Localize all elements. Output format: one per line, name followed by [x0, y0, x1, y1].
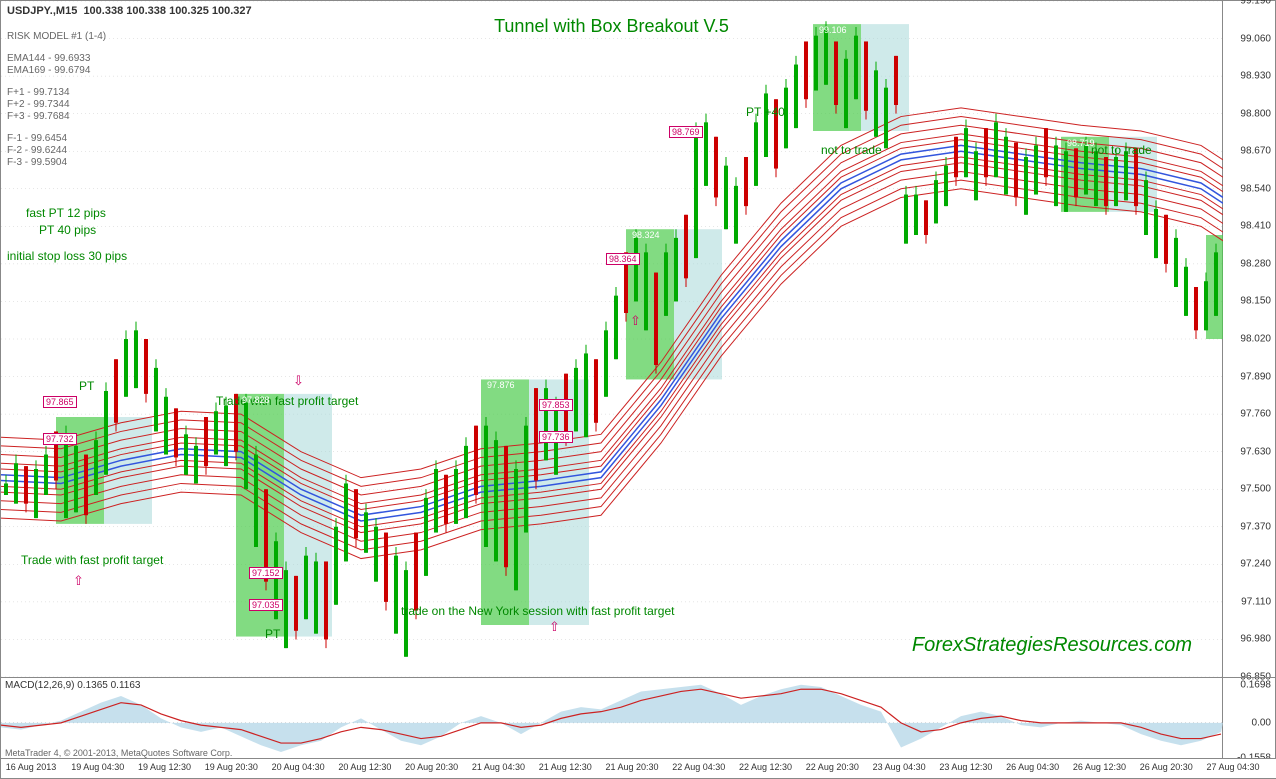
f-plus-2: F+2 - 99.7344 — [7, 99, 70, 110]
watermark: ForexStrategiesResources.com — [912, 634, 1192, 657]
x-tick: 19 Aug 20:30 — [205, 762, 258, 772]
f-minus-1: F-1 - 99.6454 — [7, 133, 67, 144]
ohlc: 100.338 100.338 100.325 100.327 — [83, 5, 251, 17]
y-tick: 98.930 — [1240, 71, 1271, 82]
price-label-3: 97.152 — [249, 567, 283, 579]
not-trade-2: not to trade — [1091, 143, 1152, 157]
y-tick: 97.630 — [1240, 446, 1271, 457]
x-tick: 19 Aug 12:30 — [138, 762, 191, 772]
price-label-1: 97.865 — [43, 396, 77, 408]
box-price-label: 98.719 — [1067, 138, 1095, 148]
x-tick: 21 Aug 20:30 — [605, 762, 658, 772]
x-tick: 19 Aug 04:30 — [71, 762, 124, 772]
macd-label: MACD(12,26,9) 0.1365 0.1163 — [5, 680, 140, 691]
symbol: USDJPY.,M15 — [7, 5, 77, 17]
y-tick: 98.280 — [1240, 258, 1271, 269]
price-label-6: 97.736 — [539, 431, 573, 443]
price-label-7: 98.364 — [606, 253, 640, 265]
fast-pt-label: fast PT 12 pips — [26, 206, 106, 220]
x-tick: 20 Aug 12:30 — [338, 762, 391, 772]
price-label-5: 97.853 — [539, 399, 573, 411]
price-y-axis: 99.190 99.060 98.930 98.800 98.670 98.540 98.4… — [1221, 1, 1275, 677]
price-label-4: 97.035 — [249, 599, 283, 611]
macd-y-axis: 0.16980.00-0.1558 — [1221, 677, 1275, 760]
macd-panel[interactable]: MACD(12,26,9) 0.1365 0.1163 MetaTrader 4… — [1, 677, 1223, 760]
f-plus-1: F+1 - 99.7134 — [7, 87, 70, 98]
x-axis: 16 Aug 2013 19 Aug 04:30 19 Aug 12:30 19 Au… — [1, 758, 1276, 778]
f-plus-3: F+3 - 99.7684 — [7, 111, 70, 122]
price-label-2: 97.732 — [43, 433, 77, 445]
x-tick: 21 Aug 12:30 — [539, 762, 592, 772]
risk-model-title: RISK MODEL #1 (1-4) — [7, 31, 106, 42]
arrow-up-3: ⇧ — [630, 313, 641, 329]
f-minus-2: F-2 - 99.6244 — [7, 145, 67, 156]
f-minus-3: F-3 - 99.5904 — [7, 157, 67, 168]
box-price-label: 98.324 — [632, 230, 660, 240]
x-tick: 22 Aug 20:30 — [806, 762, 859, 772]
x-tick: 26 Aug 12:30 — [1073, 762, 1126, 772]
macd-y-tick: 0.00 — [1252, 717, 1271, 728]
x-tick: 16 Aug 2013 — [6, 762, 57, 772]
not-trade-1: not to trade — [821, 143, 882, 157]
macd-y-tick: 0.1698 — [1240, 679, 1271, 690]
pt-plus-40: PT +40 — [746, 105, 785, 119]
chart-container: USDJPY.,M15 100.338 100.338 100.325 100.… — [0, 0, 1276, 779]
x-tick: 22 Aug 04:30 — [672, 762, 725, 772]
price-label-8: 98.769 — [669, 126, 703, 138]
copyright: MetaTrader 4, © 2001-2013, MetaQuotes So… — [5, 748, 232, 758]
y-tick: 97.760 — [1240, 409, 1271, 420]
y-tick: 98.800 — [1240, 108, 1271, 119]
arrow-down-1: ⇩ — [293, 373, 304, 389]
box-price-label: 97.876 — [487, 380, 515, 390]
y-tick: 97.240 — [1240, 559, 1271, 570]
main-price-chart[interactable]: USDJPY.,M15 100.338 100.338 100.325 100.… — [1, 1, 1223, 677]
box-price-label: 99.106 — [819, 25, 847, 35]
chart-title: Tunnel with Box Breakout V.5 — [494, 16, 729, 37]
x-tick: 23 Aug 04:30 — [873, 762, 926, 772]
y-tick: 98.410 — [1240, 221, 1271, 232]
pt-40-label: PT 40 pips — [39, 223, 96, 237]
trade-fast-2: Trade with fast profit target — [216, 394, 358, 408]
x-tick: 23 Aug 12:30 — [939, 762, 992, 772]
x-tick: 20 Aug 20:30 — [405, 762, 458, 772]
y-tick: 98.150 — [1240, 296, 1271, 307]
x-tick: 26 Aug 20:30 — [1140, 762, 1193, 772]
box-price-label: 97.828 — [242, 395, 270, 405]
x-tick: 26 Aug 04:30 — [1006, 762, 1059, 772]
y-tick: 97.370 — [1240, 521, 1271, 532]
stop-loss-label: initial stop loss 30 pips — [7, 249, 127, 263]
y-tick: 99.060 — [1240, 33, 1271, 44]
x-tick: 22 Aug 12:30 — [739, 762, 792, 772]
y-tick: 98.020 — [1240, 334, 1271, 345]
ema144: EMA144 - 99.6933 — [7, 53, 90, 64]
arrow-up-2: ⇧ — [549, 619, 560, 635]
pt-annotation-2: PT — [265, 627, 280, 641]
trade-ny: trade on the New York session with fast … — [401, 604, 674, 618]
arrow-up-1: ⇧ — [73, 573, 84, 589]
x-tick: 21 Aug 04:30 — [472, 762, 525, 772]
x-tick: 27 Aug 04:30 — [1206, 762, 1259, 772]
y-tick: 97.500 — [1240, 484, 1271, 495]
y-tick: 99.190 — [1240, 0, 1271, 7]
main-chart-svg — [1, 1, 1223, 677]
ema169: EMA169 - 99.6794 — [7, 65, 90, 76]
pt-annotation-1: PT — [79, 379, 94, 393]
y-tick: 97.110 — [1241, 596, 1271, 607]
y-tick: 97.890 — [1240, 371, 1271, 382]
y-tick: 98.540 — [1240, 183, 1271, 194]
trade-fast-1: Trade with fast profit target — [21, 553, 163, 567]
symbol-header: USDJPY.,M15 100.338 100.338 100.325 100.… — [7, 5, 252, 17]
y-tick: 98.670 — [1240, 146, 1271, 157]
x-tick: 20 Aug 04:30 — [272, 762, 325, 772]
y-tick: 96.980 — [1240, 634, 1271, 645]
